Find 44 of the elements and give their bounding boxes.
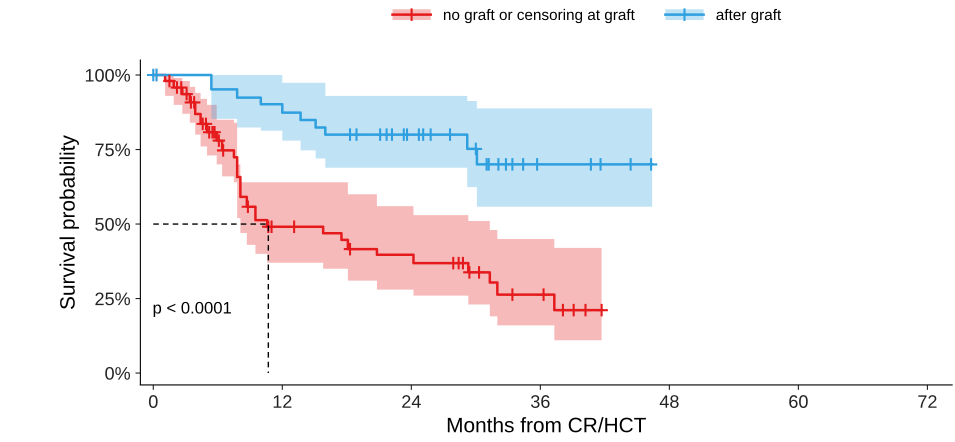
x-tick-label: 60 bbox=[789, 395, 808, 408]
point bbox=[442, 127, 458, 142]
point bbox=[174, 80, 189, 95]
point bbox=[536, 287, 551, 302]
point bbox=[530, 157, 544, 172]
point bbox=[623, 157, 638, 172]
point bbox=[578, 302, 593, 318]
x-tick-label: 72 bbox=[918, 395, 937, 408]
legend-label: after graft bbox=[716, 8, 782, 24]
legend-label: no graft or censoring at graft bbox=[444, 8, 635, 24]
point bbox=[644, 157, 658, 172]
x-tick-label: 48 bbox=[660, 395, 679, 408]
point bbox=[179, 86, 194, 102]
x-axis-title: Months from CR/HCT bbox=[448, 417, 646, 432]
point bbox=[472, 265, 486, 280]
x-tick-label: 36 bbox=[530, 395, 550, 408]
point bbox=[216, 143, 230, 158]
point bbox=[198, 116, 214, 132]
point bbox=[342, 242, 358, 256]
point bbox=[593, 157, 608, 172]
y-tick-label: 0% bbox=[105, 366, 130, 380]
annotation: p < 0.0001 bbox=[154, 302, 231, 317]
y-tick-label: 100% bbox=[86, 68, 130, 82]
y-tick-label: 25% bbox=[95, 292, 130, 306]
point bbox=[423, 127, 438, 142]
y-tick-label: 75% bbox=[95, 144, 130, 156]
x-tick-label: 0 bbox=[148, 395, 158, 408]
point bbox=[516, 157, 530, 172]
y-tick-label: 50% bbox=[95, 218, 130, 231]
point bbox=[349, 127, 364, 142]
x-tick-label: 24 bbox=[402, 395, 421, 408]
point bbox=[566, 302, 581, 318]
point bbox=[505, 157, 520, 172]
point bbox=[505, 287, 520, 302]
point bbox=[468, 142, 484, 156]
point bbox=[162, 74, 177, 88]
point bbox=[594, 302, 609, 318]
point bbox=[400, 127, 414, 142]
point bbox=[556, 302, 570, 318]
x-tick-label: 12 bbox=[274, 395, 292, 408]
point bbox=[186, 95, 202, 110]
point bbox=[212, 133, 226, 148]
point bbox=[456, 256, 470, 270]
y-axis-title: Survival probability bbox=[60, 135, 79, 310]
